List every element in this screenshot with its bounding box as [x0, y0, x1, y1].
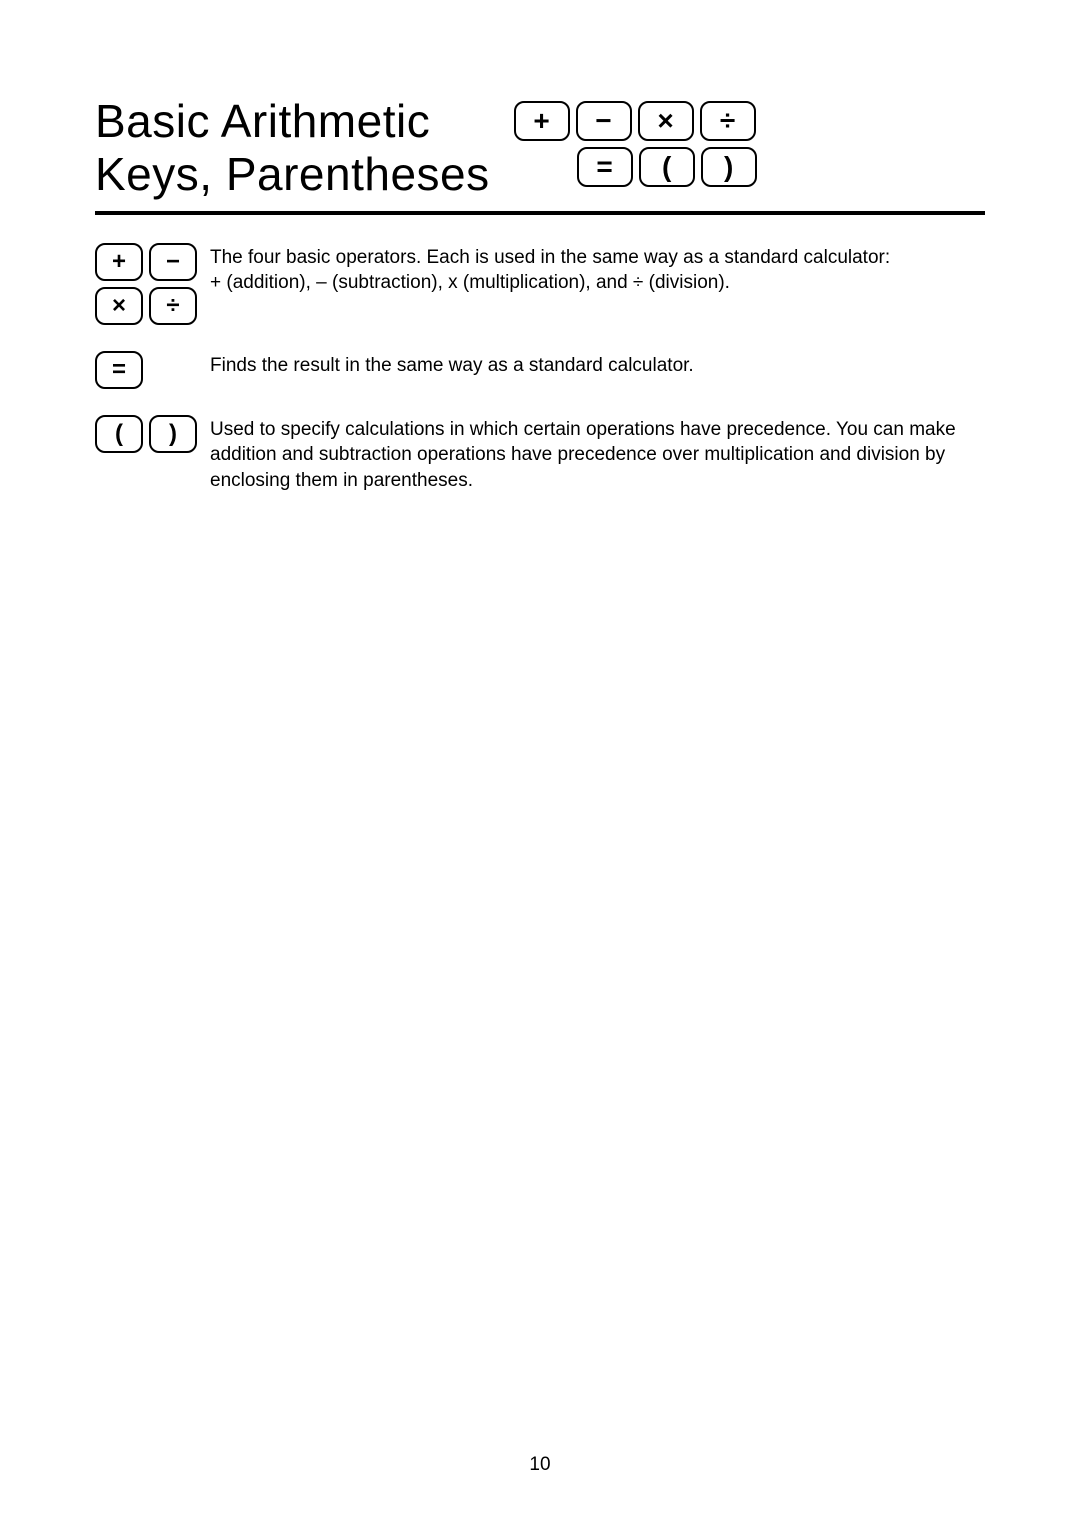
page-number: 10: [0, 1454, 1080, 1476]
equals-keys-row: =: [95, 351, 210, 389]
title-line-2: Keys, Parentheses: [95, 148, 490, 201]
operators-text: The four basic operators. Each is used i…: [210, 243, 985, 325]
equals-keys: =: [95, 351, 210, 389]
operators-text-line-1: The four basic operators. Each is used i…: [210, 245, 985, 271]
close-paren-key-icon: ): [701, 147, 757, 187]
header-keys-row-2: = ( ): [514, 147, 985, 187]
open-paren-key-icon: (: [639, 147, 695, 187]
equals-text-line: Finds the result in the same way as a st…: [210, 353, 985, 379]
plus-key-icon: +: [95, 243, 143, 281]
equals-key-icon: =: [577, 147, 633, 187]
multiply-key-icon: ×: [638, 101, 694, 141]
equals-key-icon: =: [95, 351, 143, 389]
paren-text: Used to specify calculations in which ce…: [210, 415, 985, 494]
close-paren-key-icon: ): [149, 415, 197, 453]
multiply-key-icon: ×: [95, 287, 143, 325]
operators-section: + − × ÷ The four basic operators. Each i…: [95, 243, 985, 325]
operators-keys: + − × ÷: [95, 243, 210, 325]
header-keys-row-1: + − × ÷: [514, 101, 985, 141]
title-line-1: Basic Arithmetic: [95, 95, 490, 148]
page-content: Basic Arithmetic Keys, Parentheses + − ×…: [0, 0, 1080, 494]
divide-key-icon: ÷: [149, 287, 197, 325]
paren-keys: ( ): [95, 415, 210, 494]
paren-keys-row: ( ): [95, 415, 210, 453]
divide-key-icon: ÷: [700, 101, 756, 141]
header-keys: + − × ÷ = ( ): [510, 95, 985, 187]
paren-section: ( ) Used to specify calculations in whic…: [95, 415, 985, 494]
paren-text-line: Used to specify calculations in which ce…: [210, 417, 985, 494]
minus-key-icon: −: [576, 101, 632, 141]
operators-keys-row-1: + −: [95, 243, 210, 281]
open-paren-key-icon: (: [95, 415, 143, 453]
header: Basic Arithmetic Keys, Parentheses + − ×…: [95, 95, 985, 215]
plus-key-icon: +: [514, 101, 570, 141]
equals-section: = Finds the result in the same way as a …: [95, 351, 985, 389]
minus-key-icon: −: [149, 243, 197, 281]
operators-keys-row-2: × ÷: [95, 287, 210, 325]
equals-text: Finds the result in the same way as a st…: [210, 351, 985, 389]
operators-text-line-2: + (addition), – (subtraction), x (multip…: [210, 270, 985, 296]
title-block: Basic Arithmetic Keys, Parentheses: [95, 95, 510, 201]
